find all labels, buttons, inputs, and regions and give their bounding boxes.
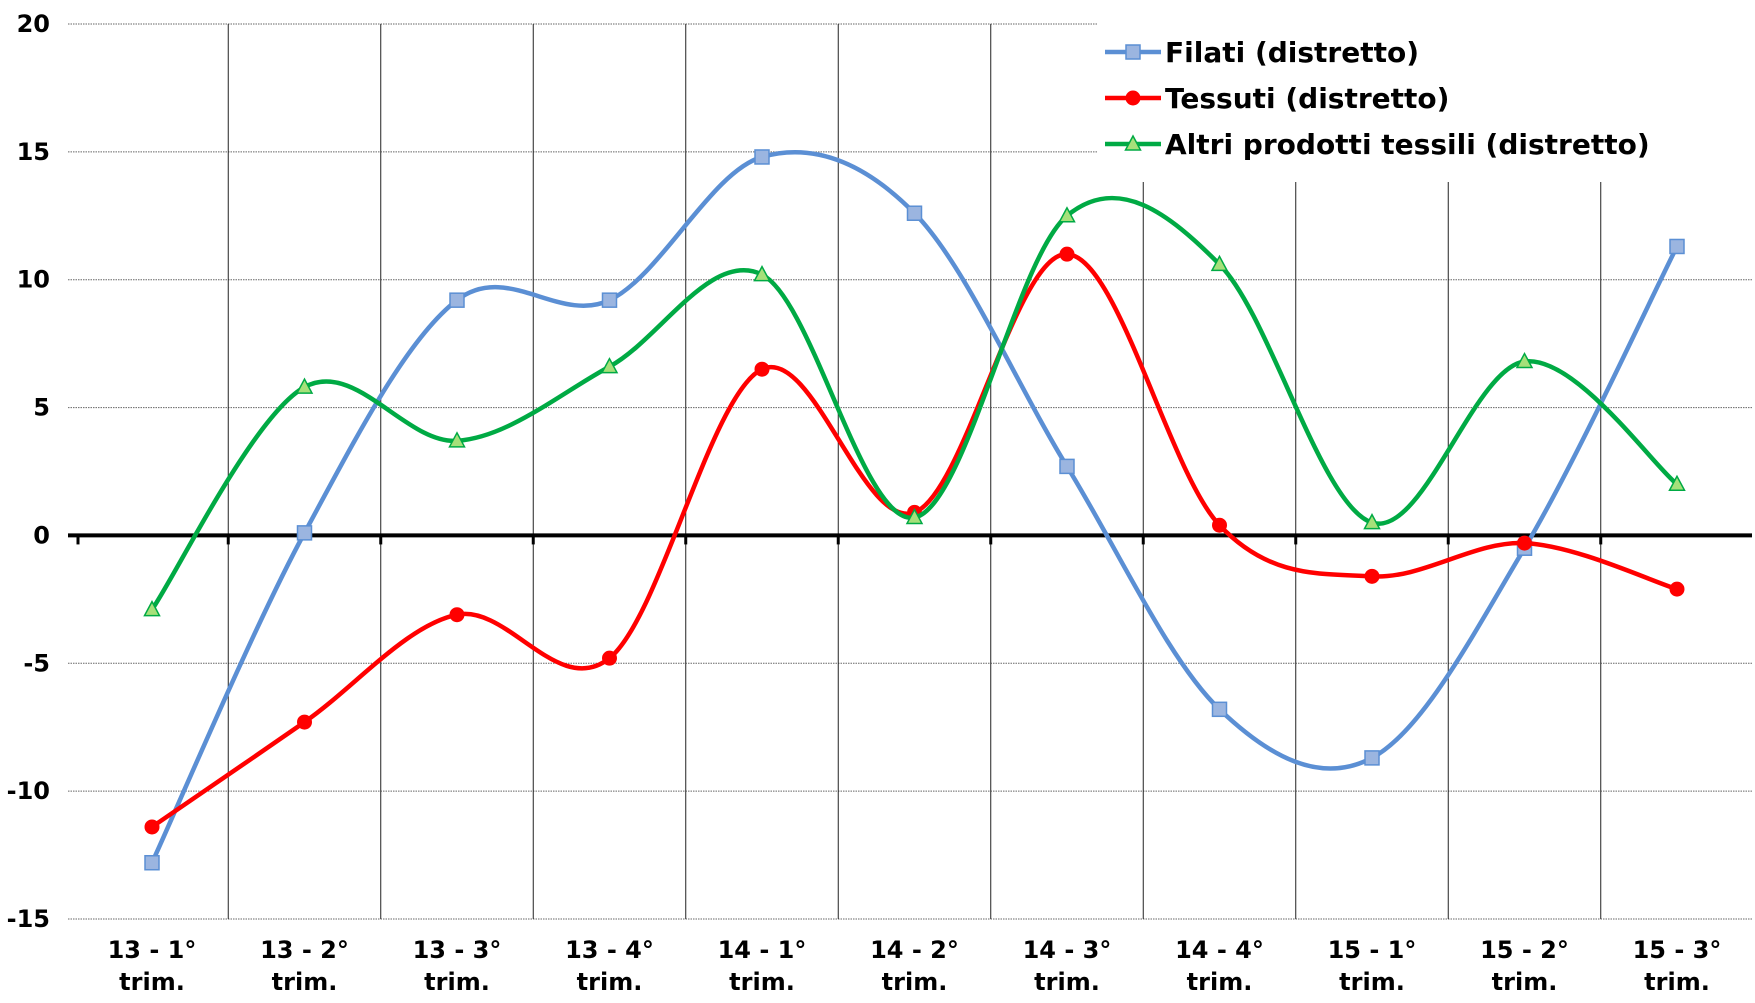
x-tick-label: 15 - 3°: [1633, 936, 1722, 964]
x-tick-label: trim.: [1187, 968, 1253, 996]
data-point-marker: [905, 507, 924, 525]
data-point-marker: [754, 149, 770, 165]
x-tick-label: 15 - 2°: [1480, 936, 1569, 964]
y-tick-label: -15: [7, 905, 50, 933]
y-tick-label: 0: [33, 521, 50, 549]
legend-label: Tessuti (distretto): [1165, 82, 1449, 115]
data-point-marker: [1059, 458, 1075, 475]
data-point-marker: [1669, 581, 1685, 597]
x-tick-label: trim.: [1339, 968, 1405, 996]
data-point-marker: [449, 292, 465, 308]
data-point-marker: [1210, 254, 1229, 272]
data-point-marker: [1059, 246, 1075, 262]
data-point-marker: [754, 361, 770, 377]
x-tick-label: trim.: [577, 968, 643, 996]
legend-label: Altri prodotti tessili (distretto): [1165, 128, 1650, 161]
data-point-marker: [1364, 568, 1380, 584]
data-point-marker: [143, 599, 161, 617]
x-tick-label: trim.: [729, 968, 795, 996]
data-point-marker: [1668, 474, 1686, 492]
y-tick-label: 5: [33, 394, 50, 422]
series-group: [143, 195, 1686, 617]
x-tick-label: 13 - 3°: [413, 936, 502, 964]
series-line: [149, 195, 1680, 612]
legend-background: [1098, 22, 1752, 182]
series-group: [144, 149, 1685, 871]
x-tick-label: 13 - 1°: [108, 936, 197, 964]
data-point-marker: [1517, 535, 1532, 551]
y-tick-label: -5: [23, 649, 50, 677]
data-point-marker: [600, 357, 619, 374]
data-point-marker: [906, 205, 923, 221]
x-tick-label: 14 - 3°: [1023, 936, 1112, 964]
x-tick-label: trim.: [119, 968, 185, 996]
data-point-marker: [144, 854, 160, 871]
legend-label: Filati (distretto): [1165, 36, 1419, 69]
data-point-marker: [296, 525, 313, 541]
data-point-marker: [1515, 351, 1534, 369]
y-tick-label: 10: [17, 266, 50, 294]
x-tick-label: trim.: [882, 968, 948, 996]
x-tick-label: 13 - 2°: [260, 936, 349, 964]
x-tick-label: 13 - 4°: [565, 936, 654, 964]
series-group: [144, 246, 1685, 835]
legend: Filati (distretto) Tessuti (distretto) Alt…: [1098, 22, 1752, 182]
data-point-marker: [295, 377, 314, 394]
data-point-marker: [601, 292, 618, 308]
data-point-marker: [1212, 517, 1227, 533]
data-point-marker: [1364, 750, 1380, 766]
x-tick-label: 14 - 4°: [1175, 936, 1264, 964]
series-line: [149, 150, 1680, 865]
data-point-marker: [297, 714, 312, 730]
data-point-marker: [1125, 90, 1141, 106]
data-point-marker: [1211, 701, 1228, 718]
data-point-marker: [449, 607, 465, 623]
x-tick-label: 14 - 1°: [718, 936, 807, 964]
x-tick-label: 14 - 2°: [870, 936, 959, 964]
data-point-marker: [753, 265, 771, 282]
y-tick-label: 15: [17, 138, 50, 166]
data-point-marker: [1363, 513, 1381, 530]
x-tick-label: trim.: [272, 968, 338, 996]
x-tick-label: trim.: [1034, 968, 1100, 996]
data-point-marker: [448, 431, 466, 448]
x-tick-label: trim.: [424, 968, 490, 996]
y-tick-label: 20: [17, 10, 50, 38]
data-point-marker: [1125, 44, 1141, 60]
data-point-marker: [1058, 206, 1076, 223]
data-point-marker: [1124, 134, 1142, 151]
x-tick-label: trim.: [1644, 968, 1710, 996]
data-point-marker: [144, 819, 160, 835]
x-tick-label: trim.: [1492, 968, 1558, 996]
data-point-marker: [1669, 238, 1685, 255]
data-point-marker: [602, 650, 617, 666]
x-tick-label: 15 - 1°: [1328, 936, 1417, 964]
y-tick-label: -10: [7, 777, 50, 805]
